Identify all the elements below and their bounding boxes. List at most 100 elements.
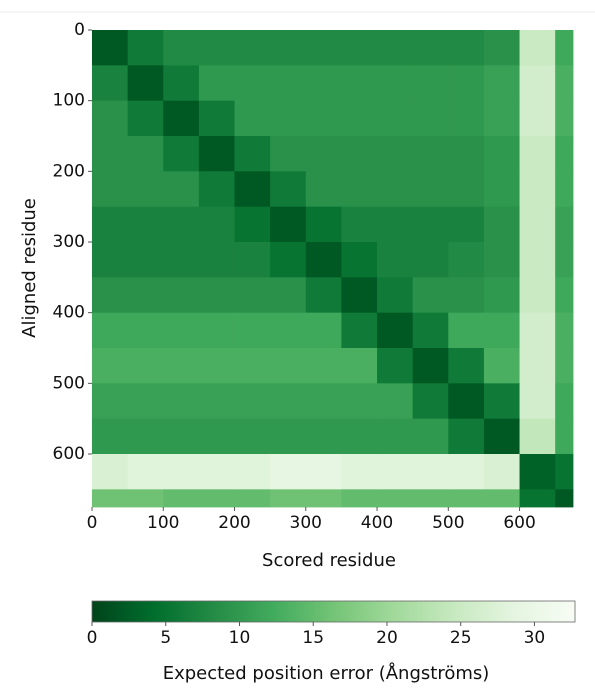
heat-cell [270, 454, 307, 490]
heatmap [92, 30, 574, 508]
heat-cell [234, 348, 271, 384]
heat-cell [483, 418, 520, 455]
heat-cell [198, 65, 235, 102]
heat-cell [341, 136, 378, 172]
heat-cell [448, 171, 485, 208]
heat-cell [305, 277, 342, 314]
heat-cell [519, 242, 556, 278]
heat-cell [341, 242, 378, 278]
heat-cell [163, 242, 200, 278]
heat-cell [270, 30, 307, 66]
heat-cell [341, 348, 378, 384]
heat-cell [555, 30, 574, 66]
heat-cell [127, 30, 164, 66]
y-tick-label: 600 [53, 444, 85, 464]
heat-cell [198, 242, 235, 278]
heat-cell [341, 383, 378, 420]
x-tick-label: 500 [432, 513, 464, 533]
heat-cell [92, 136, 129, 172]
heat-cell [412, 171, 449, 208]
heat-cell [448, 277, 485, 314]
heat-cell [127, 171, 164, 208]
heat-cell [92, 171, 129, 208]
y-tick-label: 200 [53, 161, 85, 181]
heat-cell [341, 171, 378, 208]
heat-cell [412, 454, 449, 490]
heat-cell [377, 100, 414, 137]
heat-cell [127, 206, 164, 243]
heat-cell [519, 348, 556, 384]
heat-cell [270, 489, 307, 508]
x-tick-label: 100 [147, 513, 179, 533]
heat-cell [234, 454, 271, 490]
heat-cell [483, 171, 520, 208]
x-axis-title: Scored residue [262, 550, 396, 571]
heat-cell [412, 312, 449, 349]
heat-cell [555, 383, 574, 420]
heat-cell [305, 171, 342, 208]
heat-cell [163, 383, 200, 420]
heat-cell [377, 136, 414, 172]
heat-cell [305, 454, 342, 490]
heat-cell [448, 206, 485, 243]
y-tick-label: 400 [53, 303, 85, 323]
heat-cell [92, 65, 129, 102]
heat-cell [483, 100, 520, 137]
heat-cell [270, 65, 307, 102]
heat-cell [270, 206, 307, 243]
heat-cell [412, 489, 449, 508]
heat-cell [483, 348, 520, 384]
heat-cell [555, 277, 574, 314]
y-tick-label: 500 [53, 373, 85, 393]
heat-cell [448, 312, 485, 349]
heat-cell [198, 136, 235, 172]
heat-cell [377, 242, 414, 278]
heat-cell [305, 489, 342, 508]
x-tick-label: 0 [87, 513, 98, 533]
heat-cell [305, 30, 342, 66]
heat-cell [448, 489, 485, 508]
heat-cell [305, 242, 342, 278]
heat-cell [483, 312, 520, 349]
heat-cell [519, 312, 556, 349]
heat-cell [519, 171, 556, 208]
heat-cell [555, 418, 574, 455]
colorbar-tick-label: 20 [376, 628, 398, 648]
heat-cell [377, 206, 414, 243]
heat-cell [555, 206, 574, 243]
heat-cell [483, 30, 520, 66]
heat-cell [198, 206, 235, 243]
heat-cell [377, 171, 414, 208]
heat-cell [234, 65, 271, 102]
heat-cell [163, 136, 200, 172]
colorbar-tick-label: 25 [450, 628, 472, 648]
heat-cell [234, 30, 271, 66]
heat-cell [305, 312, 342, 349]
heat-cell [555, 242, 574, 278]
heat-cell [270, 312, 307, 349]
heat-cell [163, 100, 200, 137]
heat-cell [270, 277, 307, 314]
heat-cell [412, 100, 449, 137]
heat-cell [127, 65, 164, 102]
heat-cell [341, 100, 378, 137]
heat-cell [555, 65, 574, 102]
heat-cell [305, 65, 342, 102]
heat-cell [198, 454, 235, 490]
heat-cell [92, 206, 129, 243]
x-tick-label: 400 [361, 513, 393, 533]
heat-cell [198, 383, 235, 420]
heat-cell [555, 171, 574, 208]
y-tick-label: 300 [53, 232, 85, 252]
x-tick-label: 200 [218, 513, 250, 533]
heat-cell [519, 277, 556, 314]
x-tick-label: 300 [290, 513, 322, 533]
heat-cell [448, 348, 485, 384]
heat-cell [555, 454, 574, 490]
heat-cell [555, 312, 574, 349]
heat-cell [412, 418, 449, 455]
heat-cell [519, 136, 556, 172]
colorbar [91, 600, 576, 623]
heat-cell [341, 65, 378, 102]
heat-cell [270, 242, 307, 278]
